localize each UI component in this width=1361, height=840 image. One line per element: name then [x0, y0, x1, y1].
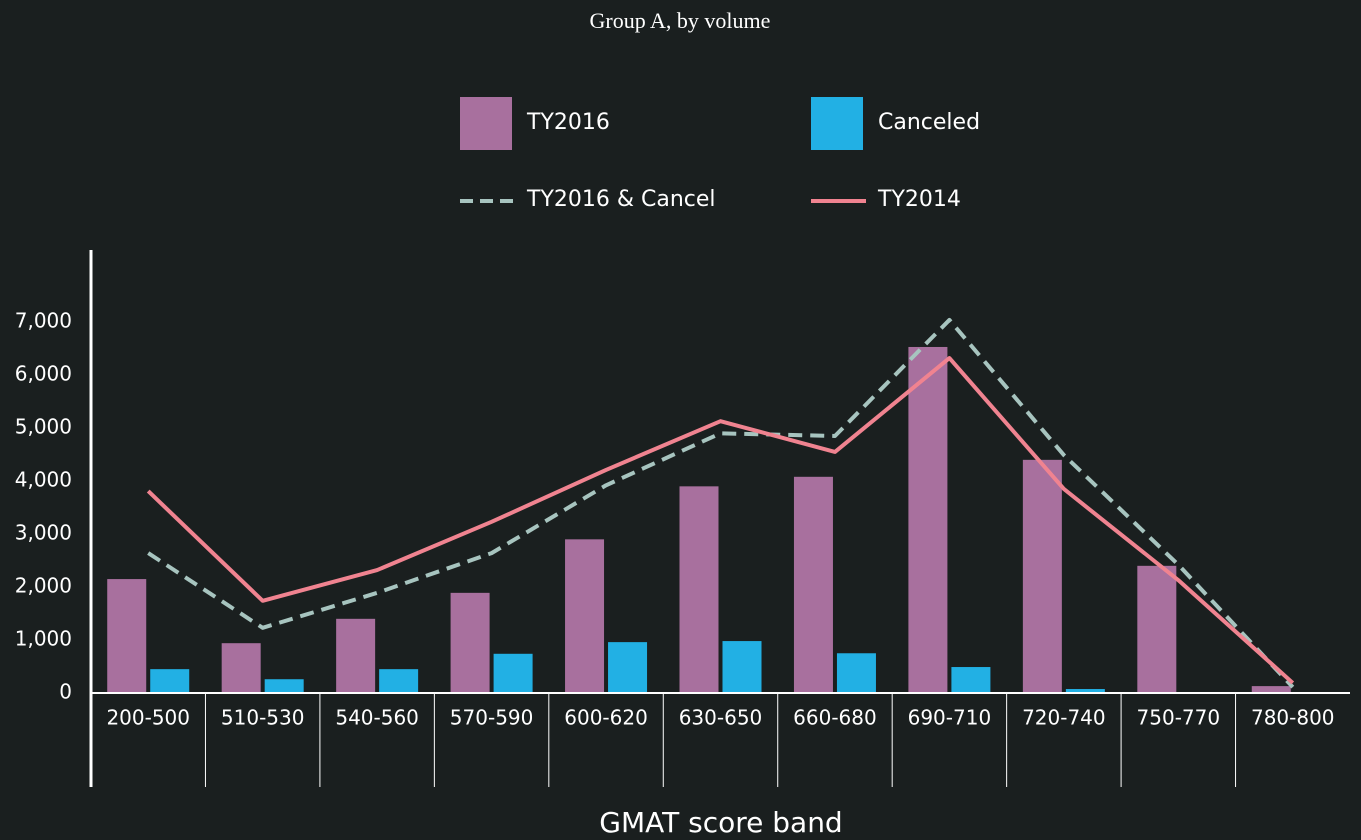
x-tick-label: 540-560	[335, 706, 419, 730]
y-tick-label: 3,000	[15, 521, 72, 545]
y-tick-label: 2,000	[15, 574, 72, 598]
bar	[722, 641, 762, 693]
bar	[1022, 459, 1062, 693]
y-tick-label: 0	[59, 680, 72, 704]
x-tick-label: 510-530	[221, 706, 305, 730]
legend-label: Canceled	[878, 110, 980, 135]
bar	[107, 579, 147, 693]
x-tick-label: 750-770	[1137, 706, 1221, 730]
bar	[450, 592, 490, 693]
x-tick-label: 720-740	[1022, 706, 1106, 730]
bar	[264, 679, 304, 693]
bar	[221, 643, 261, 693]
bar	[793, 476, 833, 693]
bar	[150, 669, 190, 693]
x-tick-label: 630-650	[679, 706, 763, 730]
legend-label: TY2014	[877, 187, 961, 212]
x-tick-label: 780-800	[1251, 706, 1335, 730]
legend-label: TY2016 & Cancel	[526, 187, 716, 212]
x-tick-label: 660-680	[793, 706, 877, 730]
bar	[1137, 565, 1177, 693]
bar	[565, 539, 605, 693]
bar	[608, 642, 648, 693]
bar	[679, 486, 719, 693]
legend-swatch	[460, 97, 512, 150]
x-axis-label: GMAT score band	[599, 806, 842, 839]
chart-title: Group A, by volume	[590, 8, 771, 33]
bar	[1065, 689, 1105, 693]
bar	[908, 346, 948, 693]
y-tick-label: 4,000	[15, 468, 72, 492]
x-tick-label: 690-710	[908, 706, 992, 730]
y-tick-label: 5,000	[15, 415, 72, 439]
bar	[951, 667, 991, 693]
y-tick-label: 7,000	[15, 309, 72, 333]
bar	[1251, 686, 1291, 693]
legend-label: TY2016	[526, 110, 610, 135]
line-series	[146, 356, 1295, 685]
bar	[836, 653, 876, 693]
x-tick-label: 600-620	[564, 706, 648, 730]
y-tick-label: 6,000	[15, 362, 72, 386]
x-tick-label: 570-590	[450, 706, 534, 730]
bar	[379, 669, 419, 693]
bar	[493, 653, 533, 693]
legend-swatch	[811, 97, 863, 150]
x-tick-label: 200-500	[106, 706, 190, 730]
bar	[336, 618, 376, 693]
y-tick-label: 1,000	[15, 627, 72, 651]
